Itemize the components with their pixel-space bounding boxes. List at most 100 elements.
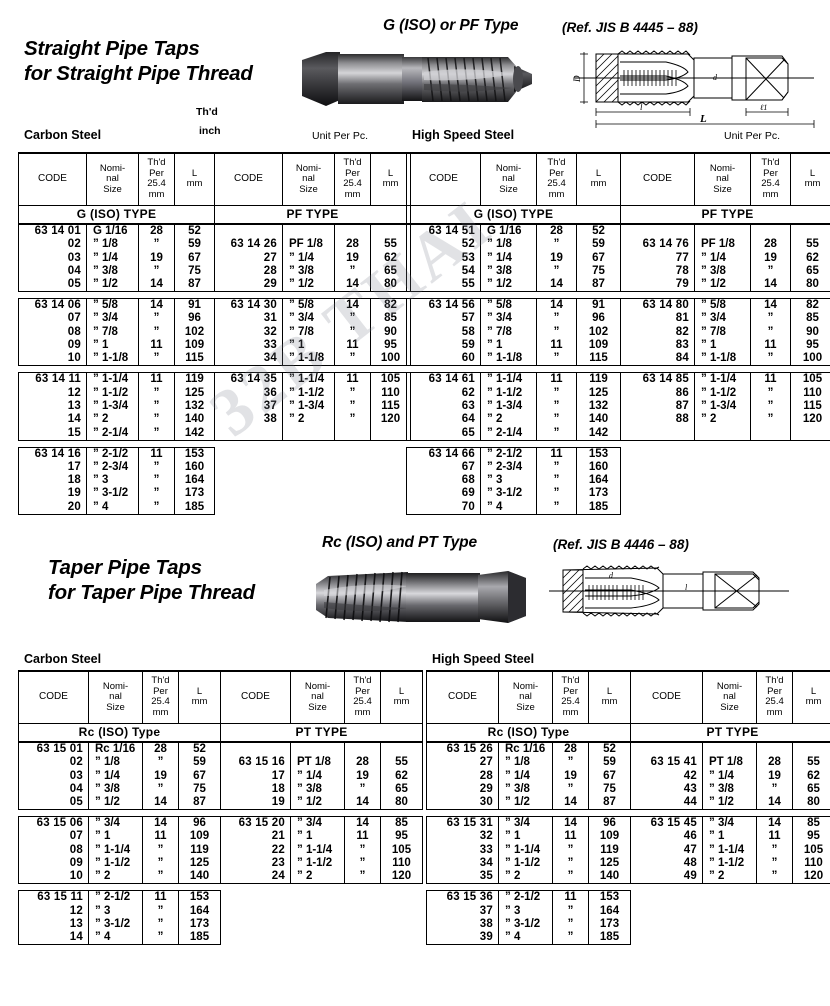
table-row: 54” 3/8” 75 78” 3/8” 65 [406,264,830,279]
cell-l [790,426,830,441]
cell-size: ” 1 [86,338,139,353]
cell-size: ” 2 [480,413,537,427]
table-row: 39” 4” 185 [426,931,830,946]
cell-l: 95 [790,338,830,353]
cell-thd: ” [334,325,371,339]
cell-code: 38 [426,917,499,932]
cell-code: 27 [214,251,283,265]
section-title-straight-line2: for Straight Pipe Thread [24,62,253,85]
cell-code: 63 15 26 [426,741,499,756]
cell-thd: ” [138,413,175,427]
table-row: 35” 2” 140 49” 2” 120 [426,870,830,885]
cell-thd: 14 [552,796,589,811]
cell-l: 65 [380,782,423,797]
cell-code: 17 [220,769,291,783]
cell-thd [334,426,371,441]
table-row: 15” 2-1/4” 142 [18,426,411,441]
cell-thd: 14 [142,816,179,831]
cell-code: 37 [426,904,499,918]
cell-l: 153 [588,890,631,905]
cell-l: 102 [576,325,621,339]
cell-code: 63 14 80 [620,298,695,313]
cell-size: ” 3/4 [498,816,553,831]
cell-size: ” 1/8 [498,756,553,770]
cell-empty [221,918,423,931]
cell-l: 85 [790,312,830,326]
cell-thd: ” [536,386,577,400]
cell-l: 67 [576,251,621,265]
cell-code: 32 [214,325,283,339]
table-row: 19” 3-1/2” 173 [18,487,411,501]
cell-size: ” 3/8 [282,264,335,279]
cell-size: ” 1-3/4 [694,399,751,414]
diagram-label-l1: ℓ1 [760,103,767,112]
cell-size: ” 1-1/2 [480,386,537,400]
cell-code: 14 [18,931,89,946]
cell-code: 32 [426,830,499,844]
cell-l: 142 [174,426,215,441]
cell-code: 65 [406,426,481,441]
cell-size: ” 5/8 [282,298,335,313]
table-row: 03” 1/4 19 67 27” 1/4 19 62 [18,251,411,265]
table-row: 13” 3-1/2” 173 [18,917,423,932]
cell-code: 33 [214,338,283,353]
cell-empty [621,474,830,487]
cell-size: ” 1-1/8 [86,352,139,367]
diagram-label-d: D [572,75,582,83]
cell-size: ” 3/8 [86,264,139,279]
table-row: 63 14 16” 2-1/2 11 153 [18,446,411,461]
cell-size: ” 1/4 [282,251,335,265]
cell-thd: 11 [142,890,179,905]
col-header-threads-per-inch: Th'd Per 25.4 mm [756,670,793,724]
cell-l: 80 [790,278,830,293]
cell-size [282,426,335,441]
cell-l: 110 [380,856,423,871]
cell-l: 120 [790,413,830,427]
cell-size: ” 3 [88,904,143,918]
cell-thd: ” [344,870,381,885]
cell-l: 59 [178,756,221,770]
cell-thd: 11 [552,890,589,905]
cell-empty [215,461,411,474]
cell-thd: ” [138,264,175,279]
table-row: 63 14 01 G 1/16 28 52 [18,223,411,238]
cell-thd: ” [536,473,577,488]
cell-size: ” 2 [86,413,139,427]
col-header-code: CODE [18,152,87,206]
table-row: 57” 3/4” 96 81” 3/4” 85 [406,312,830,326]
cell-code: 83 [620,338,695,353]
cell-thd: 28 [138,223,175,238]
cell-thd: ” [750,413,791,427]
ref-taper: (Ref. JIS B 4446 – 88) [553,537,689,552]
type-label-right: PF TYPE [214,204,411,225]
cell-l: 80 [792,796,830,811]
cell-size: ” 3/8 [702,782,757,797]
cell-l: 62 [380,769,423,783]
cell-size: ” 2 [694,413,751,427]
cell-size: ” 1 [88,830,143,844]
cell-thd: 28 [552,741,589,756]
cell-thd: 11 [344,830,381,844]
table-group-spacer [19,810,423,817]
cell-thd: ” [536,312,577,326]
cell-l: 75 [588,782,631,797]
cell-thd: 14 [334,278,371,293]
col-header-threads-per-inch: Th'd Per 25.4 mm [536,152,577,206]
cell-size [694,223,751,238]
inch-label: inch [199,125,221,137]
cell-code: 28 [426,769,499,783]
cell-size: ” 1 [290,830,345,844]
diagram-label-l-small: l [640,102,643,112]
cell-code: 05 [18,796,89,811]
cell-l: 173 [576,487,621,501]
cell-thd: ” [552,782,589,797]
cell-l: 125 [174,386,215,400]
cell-code: 14 [18,413,87,427]
cell-code: 63 14 56 [406,298,481,313]
col-header-nominal-size: Nomi-nal Size [282,152,335,206]
cell-thd: ” [138,399,175,414]
section-title-taper: Taper Pipe Taps for Taper Pipe Thread [48,555,255,605]
